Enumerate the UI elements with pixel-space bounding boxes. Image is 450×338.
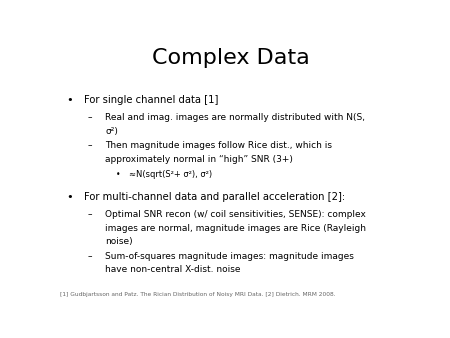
Text: Real and imag. images are normally distributed with N(S,: Real and imag. images are normally distr… [105, 114, 365, 122]
Text: –: – [88, 210, 92, 219]
Text: ≈N(sqrt(S²+ σ²), σ²): ≈N(sqrt(S²+ σ²), σ²) [130, 170, 212, 179]
Text: –: – [88, 114, 92, 122]
Text: noise): noise) [105, 237, 133, 246]
Text: For multi-channel data and parallel acceleration [2]:: For multi-channel data and parallel acce… [84, 192, 345, 202]
Text: –: – [88, 252, 92, 261]
Text: have non-central X-dist. noise: have non-central X-dist. noise [105, 265, 241, 274]
Text: •: • [67, 95, 73, 105]
Text: images are normal, magnitude images are Rice (Rayleigh: images are normal, magnitude images are … [105, 223, 366, 233]
Text: Optimal SNR recon (w/ coil sensitivities, SENSE): complex: Optimal SNR recon (w/ coil sensitivities… [105, 210, 366, 219]
Text: •: • [116, 170, 120, 179]
Text: •: • [67, 192, 73, 202]
Text: For single channel data [1]: For single channel data [1] [84, 95, 219, 105]
Text: Then magnitude images follow Rice dist., which is: Then magnitude images follow Rice dist.,… [105, 141, 332, 150]
Text: approximately normal in “high” SNR (3+): approximately normal in “high” SNR (3+) [105, 155, 293, 164]
Text: –: – [88, 141, 92, 150]
Text: σ²): σ²) [105, 127, 118, 136]
Text: [1] Gudbjartsson and Patz. The Rician Distribution of Noisy MRI Data. [2] Dietri: [1] Gudbjartsson and Patz. The Rician Di… [60, 292, 335, 297]
Text: Complex Data: Complex Data [152, 48, 310, 68]
Text: Sum-of-squares magnitude images: magnitude images: Sum-of-squares magnitude images: magnitu… [105, 252, 354, 261]
